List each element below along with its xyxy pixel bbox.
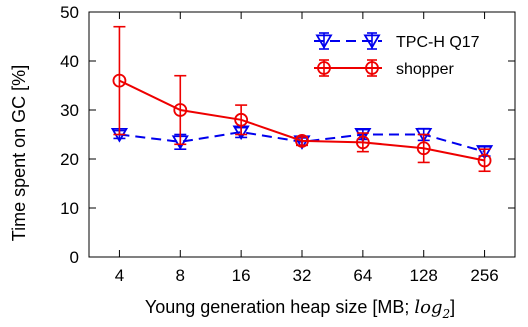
legend-item: TPC-H Q17 bbox=[314, 32, 480, 51]
data-point bbox=[173, 103, 188, 117]
legend-label: shopper bbox=[396, 61, 454, 78]
x-axis-label-subscript: 2 bbox=[442, 307, 451, 321]
x-tick-label: 128 bbox=[410, 266, 438, 285]
plot-area: 0 10 20 30 40 50 4 8 16 32 64 128 256 bbox=[60, 3, 516, 285]
x-tick-label: 4 bbox=[115, 266, 124, 285]
legend-item: shopper bbox=[314, 59, 454, 78]
y-tick-label: 10 bbox=[60, 199, 79, 218]
legend: TPC-H Q17 shopper bbox=[314, 32, 480, 78]
x-tick-label: 32 bbox=[293, 266, 312, 285]
series-layer bbox=[110, 25, 494, 173]
x-tick-label: 64 bbox=[353, 266, 372, 285]
x-tick-label: 8 bbox=[176, 266, 185, 285]
data-point bbox=[354, 127, 372, 143]
series-line bbox=[118, 79, 485, 162]
y-tick-label: 50 bbox=[60, 3, 79, 22]
series-shopper bbox=[112, 25, 492, 173]
data-point bbox=[477, 153, 492, 168]
x-axis-label-text: Young generation heap size [MB; bbox=[145, 297, 415, 317]
data-point bbox=[295, 133, 309, 148]
x-tick-label: 256 bbox=[470, 266, 498, 285]
y-tick-label: 0 bbox=[70, 248, 79, 267]
x-axis-label-close: ] bbox=[450, 297, 455, 317]
data-point bbox=[475, 145, 494, 160]
y-tick-label: 30 bbox=[60, 101, 79, 120]
x-tick-label: 16 bbox=[232, 266, 251, 285]
legend-label: TPC-H Q17 bbox=[396, 34, 480, 51]
data-point bbox=[355, 135, 370, 150]
legend-marker bbox=[317, 61, 331, 75]
y-axis-label: Time spent on GC [%] bbox=[9, 65, 29, 241]
data-point bbox=[112, 73, 127, 88]
legend-marker bbox=[363, 34, 381, 50]
y-tick-label: 40 bbox=[60, 52, 79, 71]
x-axis-label: Young generation heap size [MB; log2] bbox=[145, 297, 455, 321]
data-point bbox=[416, 141, 431, 156]
x-axis-label-log: log bbox=[414, 297, 442, 318]
data-point bbox=[234, 112, 249, 127]
legend-marker bbox=[365, 61, 379, 75]
y-tick-label: 20 bbox=[60, 150, 79, 169]
legend-marker bbox=[315, 34, 333, 50]
